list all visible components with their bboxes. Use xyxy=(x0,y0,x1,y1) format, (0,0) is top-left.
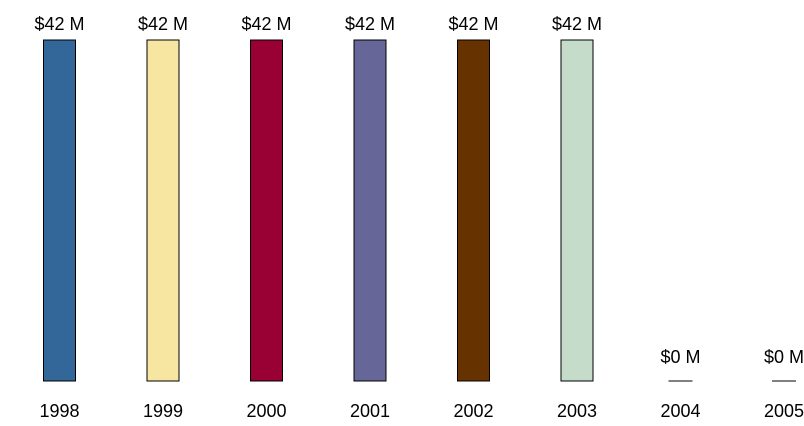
x-tick-label-2003: 2003 xyxy=(557,401,597,421)
bar-1998 xyxy=(43,39,76,382)
value-label-2002: $42 M xyxy=(448,14,498,34)
x-tick-label-1999: 1999 xyxy=(143,401,183,421)
x-tick-label-2001: 2001 xyxy=(350,401,390,421)
value-label-1999: $42 M xyxy=(138,14,188,34)
value-labels-group: $42 M $42 M $42 M $42 M $42 M $42 M $0 M $0 M xyxy=(34,14,804,367)
x-tick-label-2000: 2000 xyxy=(246,401,286,421)
x-tick-label-2004: 2004 xyxy=(660,401,700,421)
bars-group xyxy=(43,39,796,382)
bar-2002 xyxy=(457,39,490,382)
bar-2000 xyxy=(250,39,283,382)
x-tick-label-2005: 2005 xyxy=(764,401,804,421)
x-tick-labels-group: 1998 1999 2000 2001 2002 2003 2004 2005 xyxy=(39,401,804,421)
value-label-2005: $0 M xyxy=(764,347,804,367)
bar-2001 xyxy=(353,39,387,382)
value-label-2001: $42 M xyxy=(345,14,395,34)
value-label-1998: $42 M xyxy=(34,14,84,34)
value-label-2004: $0 M xyxy=(660,347,700,367)
bar-1999 xyxy=(146,39,180,382)
x-tick-label-1998: 1998 xyxy=(39,401,79,421)
bar-2003 xyxy=(560,39,594,382)
value-label-2003: $42 M xyxy=(552,14,602,34)
x-tick-label-2002: 2002 xyxy=(453,401,493,421)
value-label-2000: $42 M xyxy=(241,14,291,34)
